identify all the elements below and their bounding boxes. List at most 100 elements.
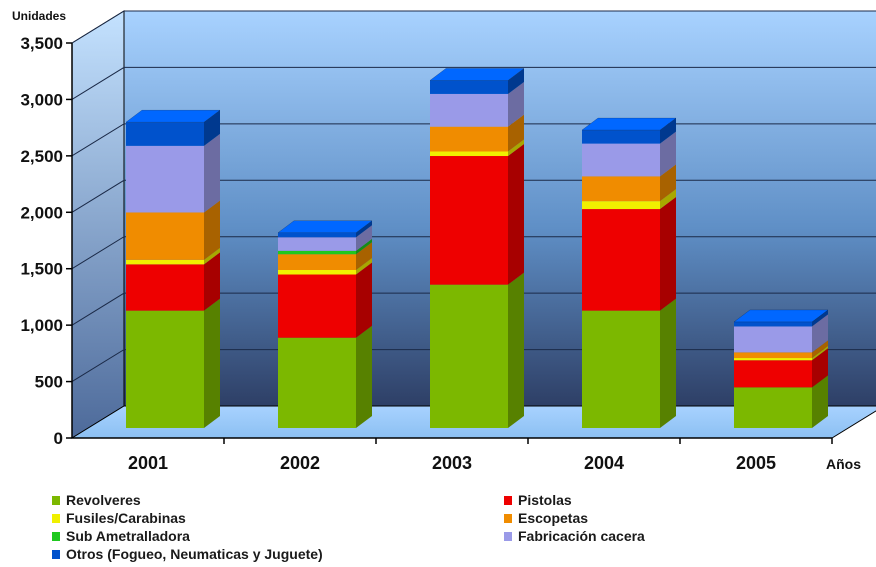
legend-item: Sub Ametralladora xyxy=(52,528,190,544)
bar-segment-front xyxy=(126,212,204,260)
y-axis-label: Unidades xyxy=(12,9,66,23)
bar-segment xyxy=(734,346,828,361)
bar-segment-front xyxy=(430,151,508,157)
bar-segment-side xyxy=(660,118,676,144)
bar-top xyxy=(581,117,677,131)
gridline xyxy=(71,10,876,44)
bar-segment xyxy=(278,258,372,275)
bar-segment-front xyxy=(278,337,356,428)
bar-segment xyxy=(430,144,524,285)
bar-segment-front xyxy=(582,201,660,210)
bar-segment xyxy=(582,298,676,428)
legend-item: Fusiles/Carabinas xyxy=(52,510,186,526)
bar-segment-side xyxy=(204,133,220,213)
bar-segment-side xyxy=(660,189,676,210)
bar-segment-front xyxy=(734,326,812,353)
bar-segment xyxy=(429,68,525,94)
bar-segment-side xyxy=(356,325,372,428)
bar-segment xyxy=(582,131,676,177)
bar-segment xyxy=(278,262,372,338)
bar-segment-front xyxy=(430,156,508,285)
legend-label: Escopetas xyxy=(518,510,589,526)
bar-segment-front xyxy=(278,254,356,270)
bar-segment-side xyxy=(508,272,524,428)
x-tick-label: 2001 xyxy=(128,453,168,473)
bar-segment xyxy=(277,220,373,238)
bar-segment-side xyxy=(508,139,524,157)
legend-item: Pistolas xyxy=(504,492,572,508)
legend-item: Escopetas xyxy=(504,510,588,526)
bar-segment-side xyxy=(812,346,828,361)
bar-segment-side xyxy=(812,314,828,353)
legend-item: Revolveres xyxy=(52,492,141,508)
bar-segment-front xyxy=(430,93,508,127)
bar-segment xyxy=(733,309,829,327)
bar-2002 xyxy=(277,220,373,428)
y-tick-label: 1,000 xyxy=(20,316,63,335)
bar-segment-side xyxy=(508,114,524,152)
x-tick-label: 2002 xyxy=(280,453,320,473)
y-tick-label: 1,500 xyxy=(20,260,63,279)
bar-segment xyxy=(278,325,372,428)
bar-segment-front xyxy=(430,80,508,94)
bar-segment xyxy=(126,247,220,265)
bar-segment-front xyxy=(582,143,660,177)
bar-segment-side xyxy=(356,258,372,275)
bar-2001 xyxy=(125,109,221,428)
bar-segment xyxy=(581,117,677,144)
bar-segment-side xyxy=(508,68,524,94)
bar-segment xyxy=(582,197,676,311)
bar-segment xyxy=(582,189,676,210)
legend-swatch xyxy=(504,513,512,523)
bar-segment-side xyxy=(356,262,372,338)
bar-segment-front xyxy=(126,264,204,311)
bar-segment-front xyxy=(734,352,812,359)
bar-2005 xyxy=(733,309,829,428)
bar-segment-side xyxy=(204,200,220,260)
legend-swatch xyxy=(52,495,60,505)
bar-2003 xyxy=(429,68,525,428)
legend-swatch xyxy=(52,531,60,541)
bar-segment-side xyxy=(356,238,372,255)
legend-swatch xyxy=(52,549,60,559)
y-tick-label: 0 xyxy=(54,429,63,448)
bar-segment-side xyxy=(660,197,676,311)
side-wall xyxy=(71,10,125,439)
bar-segment-front xyxy=(126,259,204,265)
bar-top xyxy=(125,109,221,123)
bar-top xyxy=(733,309,829,323)
x-tick-label: 2005 xyxy=(736,453,776,473)
bar-segment-front xyxy=(278,270,356,275)
y-tick-label: 2,000 xyxy=(20,203,63,222)
bar-segment-front xyxy=(734,387,812,428)
bar-segment xyxy=(734,375,828,428)
bar-segment-side xyxy=(812,309,828,327)
bar-segment-side xyxy=(660,298,676,428)
bar-segment xyxy=(734,340,828,359)
bar-segment-side xyxy=(356,220,372,238)
bar-segment-side xyxy=(812,348,828,388)
bar-segment-front xyxy=(126,310,204,428)
bar-segment-side xyxy=(660,164,676,202)
bar-segment-side xyxy=(356,242,372,270)
bar-segment xyxy=(734,314,828,353)
bar-segment-side xyxy=(356,225,372,251)
y-tick-label: 3,000 xyxy=(20,90,63,109)
bar-segment-side xyxy=(812,375,828,428)
bar-segment-front xyxy=(582,310,660,428)
legend-item: Fabricación cacera xyxy=(504,528,645,544)
bar-segment-side xyxy=(204,298,220,428)
legend-label: Fabricación cacera xyxy=(518,528,645,544)
bar-segment-side xyxy=(660,131,676,177)
y-tick-label: 3,500 xyxy=(20,34,63,53)
y-tick-label: 500 xyxy=(35,373,63,392)
bar-segment-front xyxy=(582,209,660,311)
bar-segment xyxy=(430,272,524,428)
bar-segment-front xyxy=(126,122,204,146)
bar-segment-front xyxy=(126,145,204,213)
legend-item: Otros (Fogueo, Neumaticas y Juguete) xyxy=(52,546,323,562)
bar-segment xyxy=(126,298,220,428)
bar-segment xyxy=(430,114,524,152)
bar-segment xyxy=(430,81,524,127)
legend-swatch xyxy=(504,531,512,541)
